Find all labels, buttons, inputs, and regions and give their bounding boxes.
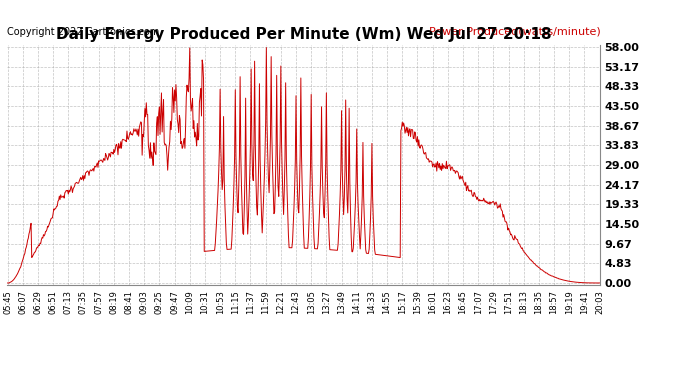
- Title: Daily Energy Produced Per Minute (Wm) Wed Jul 27 20:18: Daily Energy Produced Per Minute (Wm) We…: [56, 27, 551, 42]
- Text: Power Produced(watts/minute): Power Produced(watts/minute): [428, 27, 600, 37]
- Text: Copyright 2022 Cartronics.com: Copyright 2022 Cartronics.com: [7, 27, 159, 37]
